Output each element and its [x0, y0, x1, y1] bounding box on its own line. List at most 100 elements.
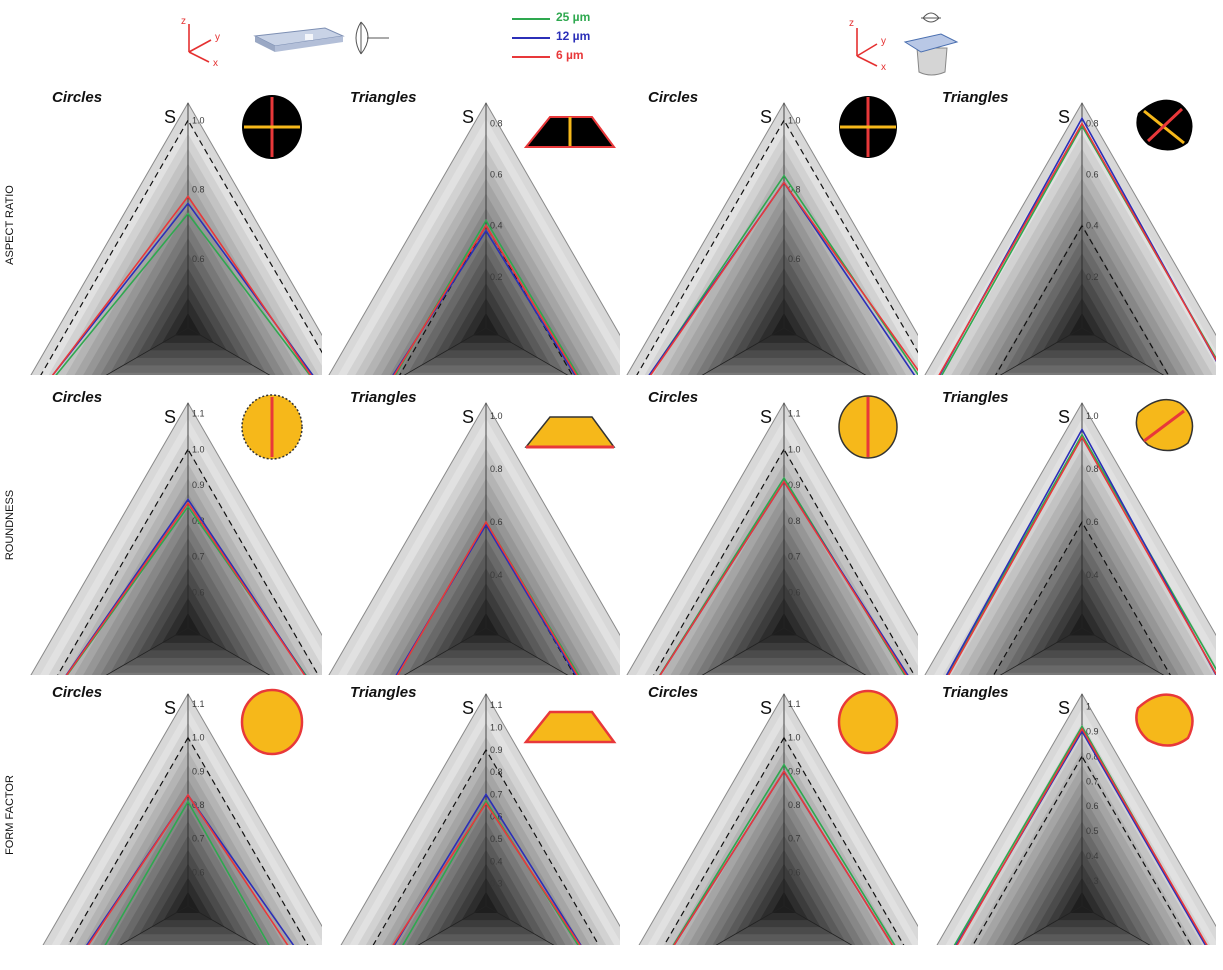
legend-label-25um: 25 µm	[556, 10, 591, 24]
tick-label: 0.6	[1086, 517, 1099, 527]
legend-item-6um: 6 µm	[508, 48, 618, 66]
vertex-label-s: S	[760, 107, 772, 127]
axis-triad-icon	[188, 24, 212, 63]
particle-shape-icon	[839, 96, 897, 158]
tick-label: 0.6	[490, 170, 503, 180]
tick-label: 1.1	[788, 409, 801, 419]
radar-spoke	[187, 627, 271, 675]
row-label-aspect-ratio: ASPECT RATIO	[4, 185, 16, 265]
tick-label: 1.0	[192, 444, 205, 454]
radar-spoke	[485, 627, 569, 675]
radar-spoke	[403, 627, 487, 675]
vertex-label-s: S	[760, 698, 772, 718]
particle-shape-icon	[837, 689, 899, 755]
tick-label: 0.9	[788, 480, 801, 490]
panel-form-triangles-right: 10.90.80.70.60.50.40.3SLM Triangles	[916, 680, 1216, 970]
radar-spoke	[1081, 905, 1151, 945]
legend-label-12um: 12 µm	[556, 29, 591, 43]
vertex-label-s: S	[1058, 407, 1070, 427]
particle-shape-icon	[1136, 99, 1193, 151]
tick-label: 0.2	[490, 272, 503, 282]
vertex-label-s: S	[1058, 698, 1070, 718]
panel-title: Triangles	[350, 89, 417, 106]
series-line	[396, 520, 579, 675]
tick-label: 0.6	[788, 867, 801, 877]
radar-spoke	[1081, 627, 1165, 675]
legend-line-6um	[512, 56, 550, 58]
panel-aspect-triangles-right: 0.80.60.40.2SLM Triangles	[916, 85, 1216, 375]
panel-aspect-triangles-left: 0.80.60.40.2SLM Triangles	[320, 85, 620, 375]
tick-label: 0.4	[1086, 570, 1099, 580]
series-line	[649, 181, 918, 375]
panel-form-circles-right: 1.11.00.90.80.70.6SLM Circles	[618, 680, 918, 970]
radar-spoke	[783, 905, 853, 945]
panel-form-triangles-left: 1.11.00.90.80.70.60.50.40.3SLM Triangles	[320, 680, 620, 970]
tick-label: 0.9	[490, 745, 503, 755]
legend: 25 µm 12 µm 6 µm	[508, 8, 618, 68]
radar-chart: 1.00.80.6SLM	[626, 96, 918, 375]
tick-label: 0.8	[1086, 751, 1099, 761]
reference-triangle	[67, 736, 309, 945]
tick-label: 0.2	[1086, 272, 1099, 282]
series-line	[104, 800, 270, 945]
tick-label: 1.0	[192, 733, 205, 743]
tick-label: 0.9	[788, 766, 801, 776]
panel-roundness-triangles-right: 1.00.80.60.4SLM Triangles	[916, 385, 1216, 675]
panel-aspect-circles-left: 1.00.80.6SLM Circles	[22, 85, 322, 375]
radar-spoke	[105, 327, 189, 375]
vertex-label-s: S	[164, 698, 176, 718]
vertex-label-s: S	[1058, 107, 1070, 127]
series-line	[659, 480, 908, 675]
radar-spoke	[999, 327, 1083, 375]
reference-triangle	[57, 448, 319, 675]
reference-triangle	[993, 520, 1171, 675]
radar-spoke	[187, 905, 257, 945]
series-line	[55, 212, 311, 375]
tick-label: 0.7	[788, 552, 801, 562]
particle-shape-icon	[1135, 398, 1194, 452]
legend-label-6um: 6 µm	[556, 48, 584, 62]
radar-spoke	[485, 905, 555, 945]
particle-shape-icon	[242, 95, 302, 159]
radar-spoke	[701, 327, 785, 375]
tick-label: 1.0	[490, 411, 503, 421]
particle-shape-icon	[240, 688, 304, 756]
legend-line-12um	[512, 37, 550, 39]
tick-label: 0.3	[490, 879, 503, 889]
axis-y-label: y	[881, 36, 886, 47]
panel-title: Triangles	[942, 89, 1009, 106]
tick-label: 0.6	[1086, 801, 1099, 811]
tick-label: 0.6	[192, 867, 205, 877]
tick-label: 0.8	[490, 119, 503, 129]
panel-title: Circles	[52, 684, 103, 701]
tick-label: 1.1	[192, 699, 205, 709]
tick-label: 0.4	[1086, 851, 1099, 861]
series-line	[393, 224, 578, 375]
header-right-orientation: z y x	[849, 12, 959, 76]
row-label-form-factor: FORM FACTOR	[4, 775, 16, 855]
radar-spoke	[999, 627, 1083, 675]
panel-title: Triangles	[350, 389, 417, 406]
tick-label: 0.8	[788, 800, 801, 810]
tick-label: 0.5	[1086, 826, 1099, 836]
radar-chart: 1.11.00.90.80.70.6SLM	[638, 689, 918, 945]
series-line	[956, 727, 1208, 945]
legend-line-25um	[512, 18, 550, 20]
radar-spoke	[715, 905, 785, 945]
tick-label: 0.4	[490, 856, 503, 866]
reference-triangle	[653, 448, 915, 675]
panel-title: Circles	[52, 389, 103, 406]
series-line	[65, 497, 306, 675]
vertex-label-s: S	[760, 407, 772, 427]
tick-label: 0.8	[1086, 464, 1099, 474]
series-line	[392, 801, 581, 945]
panel-roundness-triangles-left: 1.00.80.60.4SLM Triangles	[320, 385, 620, 675]
tick-label: 0.3	[1086, 876, 1099, 886]
tick-label: 0.8	[192, 800, 205, 810]
series-line	[65, 501, 306, 675]
panel-title: Triangles	[942, 684, 1009, 701]
panel-form-circles-left: 1.11.00.90.80.70.6SLM Circles	[22, 680, 322, 970]
particle-shape-icon	[523, 116, 616, 148]
panel-roundness-circles-left: 1.11.00.90.80.70.6SLM Circles	[22, 385, 322, 675]
tick-label: 0.7	[490, 789, 503, 799]
